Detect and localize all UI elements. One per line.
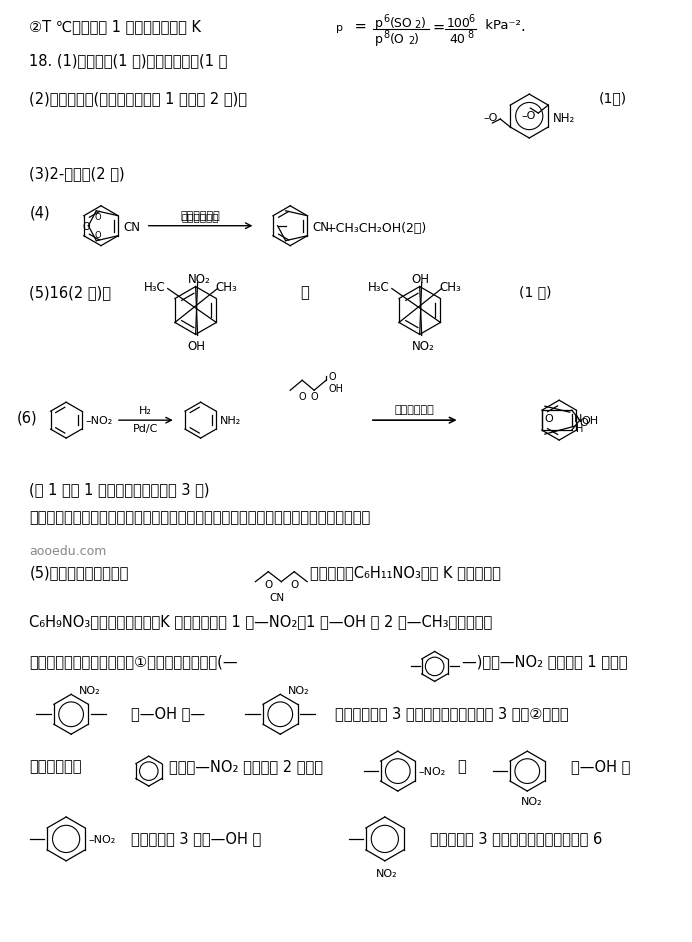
Text: OH: OH <box>412 272 430 285</box>
Text: N: N <box>574 414 582 424</box>
Text: aooedu.com: aooedu.com <box>29 544 107 558</box>
Text: 联苯－联苯酶: 联苯－联苯酶 <box>182 212 219 221</box>
Text: H₃C: H₃C <box>144 281 165 294</box>
Text: NO₂: NO₂ <box>188 272 210 285</box>
Text: (4): (4) <box>29 205 50 220</box>
Text: O: O <box>94 231 101 239</box>
Text: ，—OH 在: ，—OH 在 <box>571 759 630 774</box>
Text: 上的位置有 3 种，—OH 在: 上的位置有 3 种，—OH 在 <box>131 831 261 846</box>
Text: O: O <box>264 579 273 590</box>
Text: CH₃: CH₃ <box>439 281 462 294</box>
Text: OH: OH <box>582 416 599 426</box>
Text: ): ) <box>421 17 426 30</box>
Text: (O: (O <box>390 33 405 46</box>
Text: ②T ℃下，反应 1 的压强平衡常数 K: ②T ℃下，反应 1 的压强平衡常数 K <box>29 20 201 34</box>
Text: 18. (1)取代反应(1 分)；保护酚羟基(1 分: 18. (1)取代反应(1 分)；保护酚羟基(1 分 <box>29 54 228 68</box>
Text: 8: 8 <box>468 30 473 41</box>
Text: NO₂: NO₂ <box>520 797 542 807</box>
Text: O: O <box>82 221 90 232</box>
Text: H₂: H₂ <box>139 406 152 416</box>
Text: ）时，—NO₂ 的位置有 2 种，即: ）时，—NO₂ 的位置有 2 种，即 <box>169 759 322 774</box>
Text: 6: 6 <box>384 14 390 24</box>
Text: p: p <box>336 24 343 33</box>
Text: (对 1 步给 1 分，有错不给分，共 3 分): (对 1 步给 1 分，有错不给分，共 3 分) <box>29 482 210 497</box>
Text: (SO: (SO <box>390 17 412 30</box>
Text: C₆H₉NO₃，由给定条件知，K 的结构中含有 1 个—NO₂、1 个—OH 和 2 个—CH₃，全部连在: C₆H₉NO₃，由给定条件知，K 的结构中含有 1 个—NO₂、1 个—OH 和… <box>29 614 493 629</box>
Text: –O: –O <box>521 111 536 122</box>
Text: 8: 8 <box>384 30 390 41</box>
Text: 2: 2 <box>415 21 421 30</box>
Text: OH: OH <box>188 340 206 353</box>
Text: p: p <box>375 17 383 30</box>
Text: ): ) <box>414 33 419 46</box>
Text: kPa⁻²: kPa⁻² <box>482 20 521 32</box>
Text: p: p <box>375 33 383 46</box>
Text: NH₂: NH₂ <box>553 112 576 125</box>
Text: 6: 6 <box>468 14 475 24</box>
Text: 【解析】本题主要考查有机合成路线的推断，考查学生对化学基础知识的综合应用能力。: 【解析】本题主要考查有机合成路线的推断，考查学生对化学基础知识的综合应用能力。 <box>29 510 370 525</box>
Text: (6): (6) <box>17 410 37 425</box>
Text: O: O <box>290 579 298 590</box>
Text: Pd/C: Pd/C <box>133 424 158 434</box>
Text: =: = <box>350 20 367 34</box>
Text: 基处于邻位（: 基处于邻位（ <box>29 759 82 774</box>
Text: NO₂: NO₂ <box>79 687 101 696</box>
Text: OH: OH <box>328 384 343 395</box>
Text: NH₂: NH₂ <box>219 416 241 426</box>
Text: –NO₂: –NO₂ <box>88 835 116 845</box>
Text: (1分): (1分) <box>599 91 627 106</box>
Text: (3)2-溴丙烷(2 分): (3)2-溴丙烷(2 分) <box>29 166 125 181</box>
Text: 苯环上，分情况讨论如下：①两个甲基处于对位(—: 苯环上，分情况讨论如下：①两个甲基处于对位(— <box>29 655 238 670</box>
Text: 或: 或 <box>300 285 309 300</box>
Text: 上的位置只有 3 种，符合条件的结构有 3 种；②两个甲: 上的位置只有 3 种，符合条件的结构有 3 种；②两个甲 <box>335 706 569 722</box>
Text: .: . <box>520 20 525 34</box>
Text: 100: 100 <box>446 17 471 30</box>
Text: (5)16(2 分)；: (5)16(2 分)； <box>29 285 111 300</box>
Text: (5)由题意可知，化合物: (5)由题意可知，化合物 <box>29 564 129 579</box>
Text: H: H <box>576 424 583 434</box>
Text: 联苯－联苯酶: 联苯－联苯酶 <box>395 405 435 415</box>
Text: CN: CN <box>312 220 329 234</box>
Text: +CH₃CH₂OH(2分): +CH₃CH₂OH(2分) <box>326 221 428 235</box>
Text: 2: 2 <box>408 37 414 46</box>
Text: NO₂: NO₂ <box>289 687 310 696</box>
Text: 40: 40 <box>450 33 466 46</box>
Text: (2)硝基、醚键(不分先后，每个 1 分，共 2 分)；: (2)硝基、醚键(不分先后，每个 1 分，共 2 分)； <box>29 91 247 106</box>
Text: –NO₂: –NO₂ <box>419 767 446 777</box>
Text: O: O <box>310 392 318 402</box>
Text: O: O <box>328 372 336 382</box>
Text: –O: –O <box>484 113 498 123</box>
Text: 联苯－联苯酶: 联苯－联苯酶 <box>181 211 221 220</box>
Text: (1 分): (1 分) <box>519 285 552 300</box>
Text: —)时，—NO₂ 的位置有 1 种，即: —)时，—NO₂ 的位置有 1 种，即 <box>462 655 627 670</box>
Text: =: = <box>432 20 445 34</box>
Text: CN: CN <box>270 593 285 603</box>
Text: CH₃: CH₃ <box>215 281 237 294</box>
Text: O: O <box>94 213 101 221</box>
Text: O: O <box>580 418 588 429</box>
Text: CN: CN <box>123 220 140 234</box>
Text: ，—OH 在—: ，—OH 在— <box>131 706 205 722</box>
Text: NO₂: NO₂ <box>376 869 398 879</box>
Text: O: O <box>544 414 553 424</box>
Text: O: O <box>298 392 306 402</box>
Text: 上的位置有 3 种，符合条件的结构共有 6: 上的位置有 3 种，符合条件的结构共有 6 <box>430 831 602 846</box>
Text: –NO₂: –NO₂ <box>85 416 112 426</box>
Text: H₃C: H₃C <box>368 281 390 294</box>
Text: NO₂: NO₂ <box>412 340 435 353</box>
Text: 的分子式为C₆H₁₁NO₃，则 K 的分子式为: 的分子式为C₆H₁₁NO₃，则 K 的分子式为 <box>310 564 501 579</box>
Text: 和: 和 <box>457 759 466 774</box>
